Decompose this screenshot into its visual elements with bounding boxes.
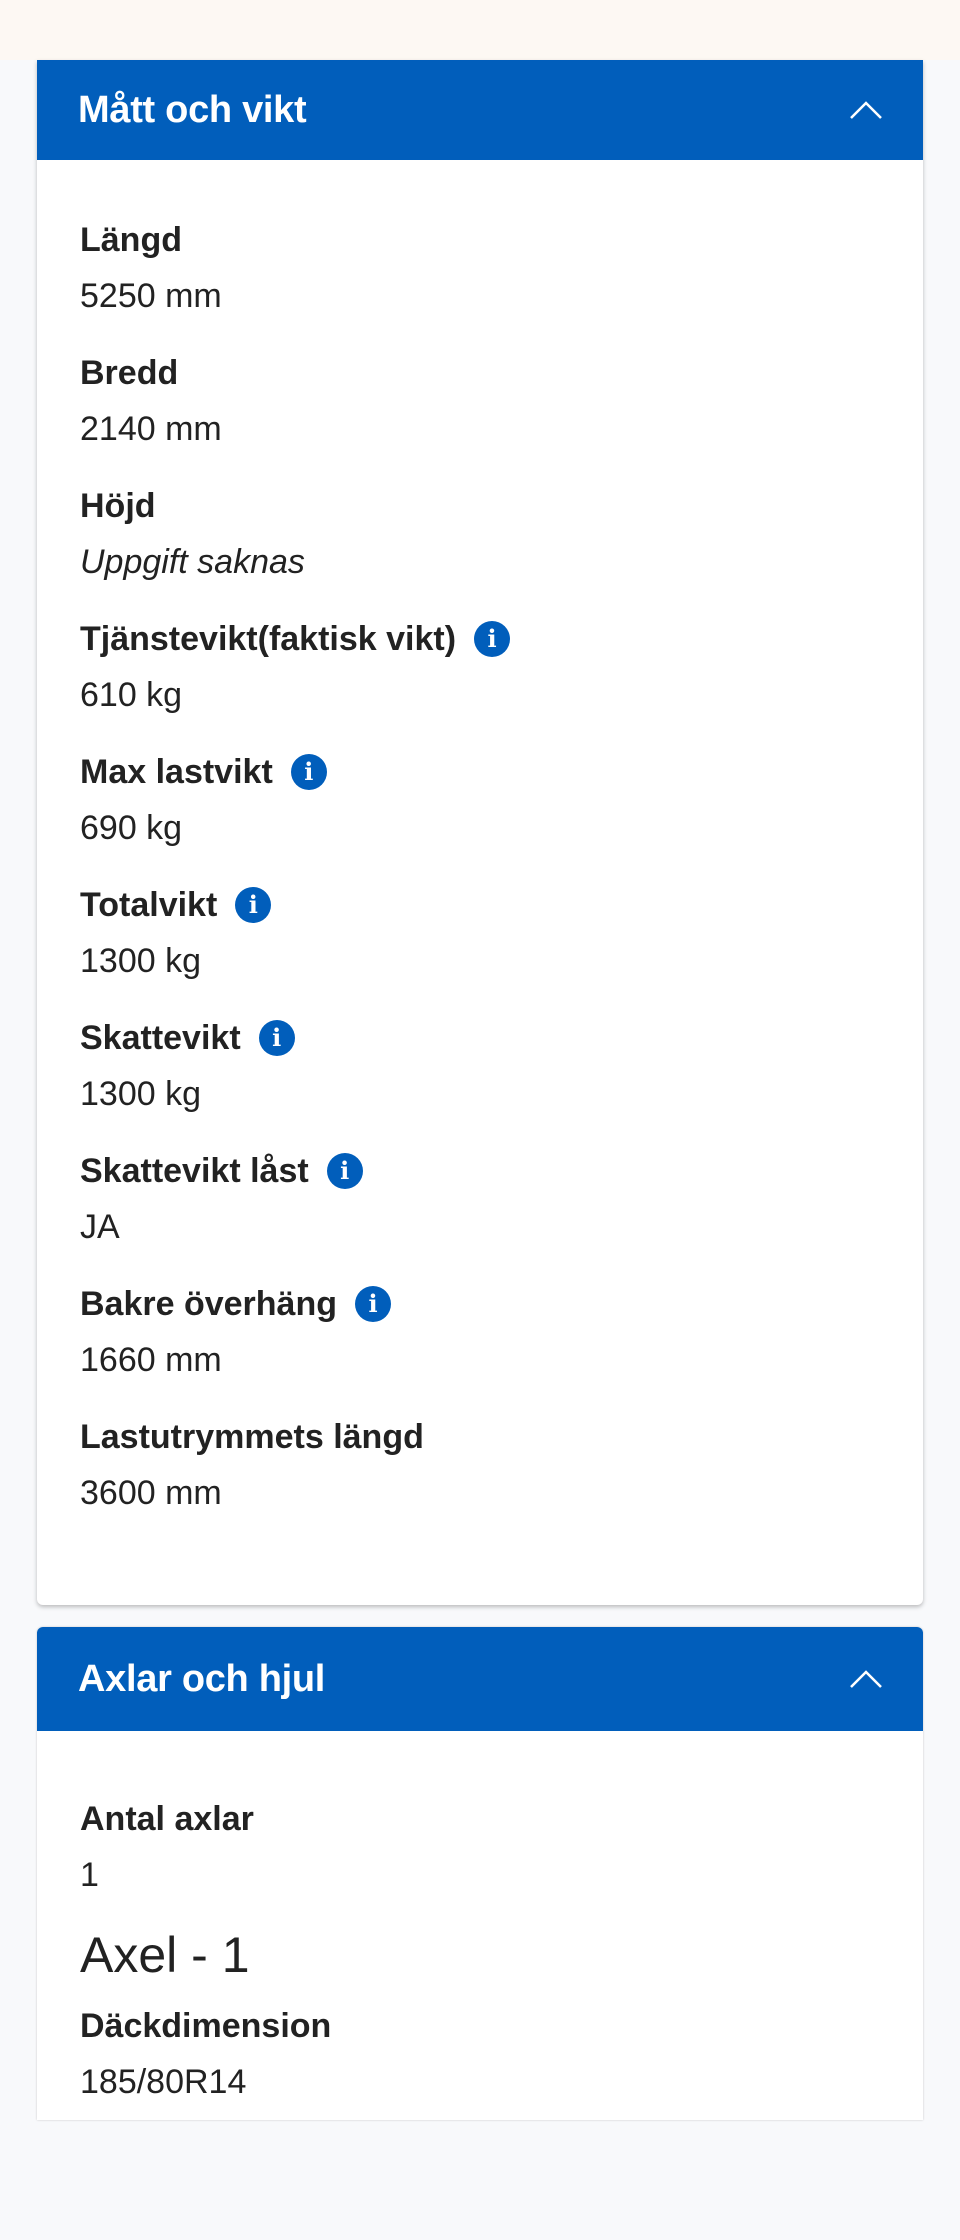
field-item: Bakre överhäng i 1660 mm [80, 1276, 880, 1388]
field-item: Höjd Uppgift saknas [80, 478, 880, 590]
field-label: Antal axlar [80, 1800, 254, 1838]
field-value: 1 [80, 1856, 99, 1894]
chevron-up-icon[interactable] [849, 1669, 883, 1689]
section-body: Antal axlar 1 Axel - 1 Däckdimension 185… [37, 1731, 923, 2110]
info-icon[interactable]: i [326, 1153, 363, 1189]
field-label-text: Höjd [80, 487, 156, 525]
field-label: Skattevikt låst i [80, 1143, 880, 1199]
field-label: Skattevikt i [80, 1010, 880, 1066]
field-value: 185/80R14 [80, 2063, 247, 2101]
field-label-text: Lastutrymmets längd [80, 1418, 424, 1456]
chevron-up-icon[interactable] [849, 100, 883, 120]
field-label: Däckdimension [80, 2007, 332, 2045]
field-value: 690 kg [80, 809, 183, 847]
field-item: Lastutrymmets längd 3600 mm [80, 1409, 880, 1521]
field-value: JA [80, 1208, 120, 1246]
field-value: 1300 kg [80, 942, 201, 980]
field-item: Skattevikt låst i JA [80, 1143, 880, 1255]
field-label-text: Skattevikt låst [80, 1152, 309, 1190]
field-label-text: Bakre överhäng [80, 1285, 337, 1323]
field-label: Bredd [80, 345, 880, 401]
field-item: Bredd 2140 mm [80, 345, 880, 457]
field-label: Tjänstevikt(faktisk vikt) i [80, 611, 880, 667]
top-banner [0, 0, 960, 60]
field-label: Totalvikt i [80, 877, 880, 933]
section-axlar-och-hjul: Axlar och hjul Antal axlar 1 Axel - 1 Dä… [37, 1627, 923, 2120]
field-value: 2140 mm [80, 410, 222, 448]
field-dackdimension: Däckdimension 185/80R14 [80, 1998, 880, 2110]
axle-heading: Axel - 1 [80, 1927, 250, 1983]
field-label: Längd [80, 212, 880, 268]
section-title: Mått och vikt [78, 88, 307, 131]
field-antal-axlar: Antal axlar 1 [80, 1791, 880, 1903]
field-item: Längd 5250 mm [80, 212, 880, 324]
field-value: 610 kg [80, 676, 183, 714]
field-label: Lastutrymmets längd [80, 1409, 880, 1465]
section-title: Axlar och hjul [78, 1657, 326, 1700]
info-icon[interactable]: i [290, 754, 327, 790]
section-header-toggle[interactable]: Axlar och hjul [37, 1627, 923, 1731]
info-icon[interactable]: i [235, 887, 272, 923]
field-value: 1660 mm [80, 1341, 222, 1379]
section-matt-och-vikt: Mått och vikt Längd 5250 mm Bredd 2140 mm Hö… [37, 60, 923, 1605]
field-value: 5250 mm [80, 277, 222, 315]
section-header-toggle[interactable]: Mått och vikt [37, 60, 923, 160]
field-label-text: Tjänstevikt(faktisk vikt) [80, 620, 457, 658]
field-label-text: Bredd [80, 354, 179, 392]
info-icon[interactable]: i [355, 1286, 391, 1322]
field-value: 3600 mm [80, 1474, 222, 1512]
field-value: 1300 kg [80, 1075, 201, 1113]
field-item: Skattevikt i 1300 kg [80, 1010, 880, 1122]
field-label: Bakre överhäng i [80, 1276, 880, 1332]
info-icon[interactable]: i [258, 1020, 295, 1056]
field-label-text: Totalvikt [80, 886, 218, 924]
field-item: Tjänstevikt(faktisk vikt) i 610 kg [80, 611, 880, 723]
field-item: Max lastvikt i 690 kg [80, 744, 880, 856]
field-label: Max lastvikt i [80, 744, 880, 800]
field-label: Höjd [80, 478, 880, 534]
field-label-text: Skattevikt [80, 1019, 241, 1057]
field-value: Uppgift saknas [80, 543, 305, 581]
field-label-text: Längd [80, 221, 182, 259]
section-body: Längd 5250 mm Bredd 2140 mm Höjd Uppgift sakn… [37, 160, 923, 1521]
info-icon[interactable]: i [474, 621, 511, 657]
field-item: Totalvikt i 1300 kg [80, 877, 880, 989]
field-label-text: Max lastvikt [80, 753, 273, 791]
